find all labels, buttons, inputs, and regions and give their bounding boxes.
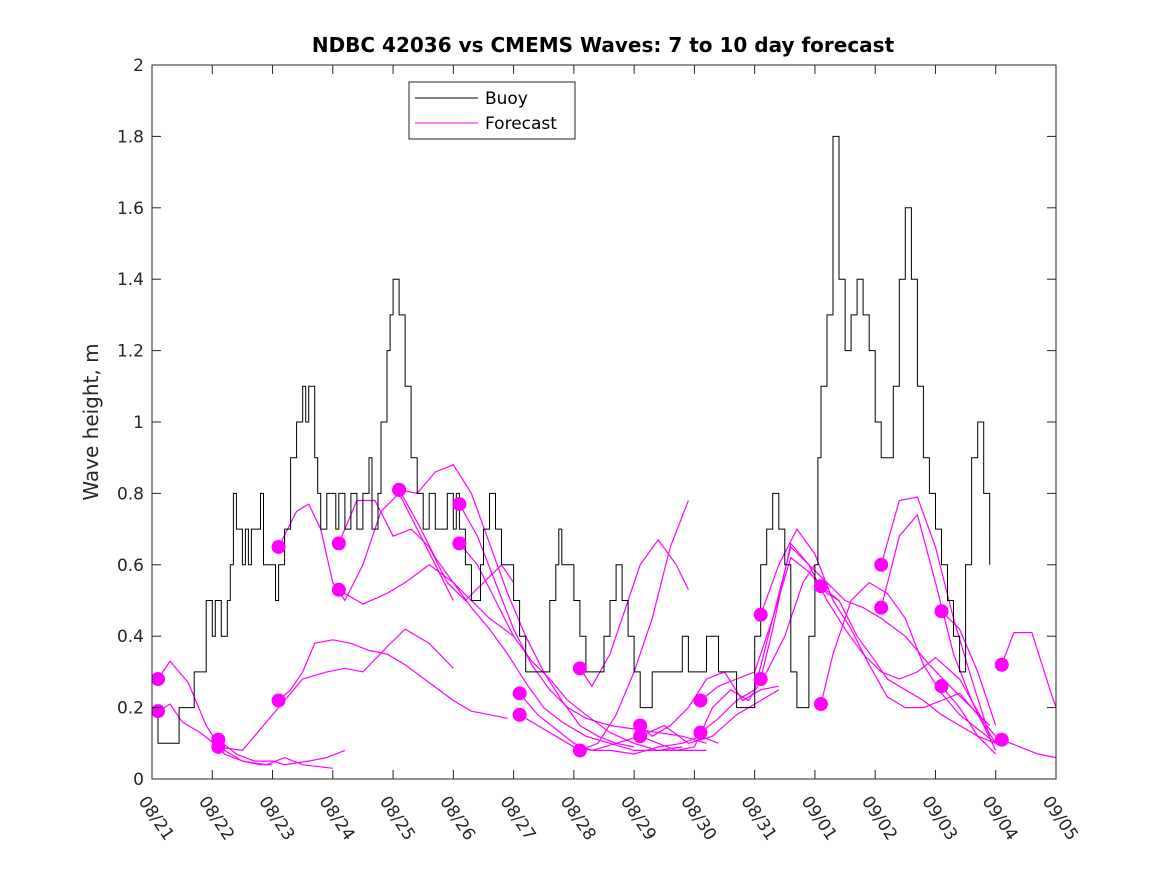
forecast-start-marker (693, 693, 708, 708)
forecast-start-marker (152, 704, 166, 719)
forecast-start-marker (994, 657, 1009, 672)
forecast-line (820, 585, 996, 744)
y-axis-label: Wave height, m (79, 343, 103, 500)
x-tick-label: 08/29 (616, 793, 660, 845)
forecast-start-marker (934, 604, 949, 619)
y-tick-label: 1.8 (117, 127, 144, 147)
forecast-line (941, 685, 997, 755)
forecast-line (398, 489, 683, 752)
forecast-start-marker (934, 679, 949, 694)
forecast-line (217, 739, 346, 766)
x-tick-label: 08/31 (737, 793, 781, 845)
x-tick-label: 09/04 (978, 793, 1022, 845)
y-tick-label: 1.4 (117, 270, 144, 290)
forecast-series-group (152, 135, 1056, 769)
x-tick-label: 09/02 (857, 793, 901, 845)
forecast-line (519, 692, 719, 755)
forecast-line (1001, 739, 1056, 759)
y-tick-label: 1.6 (117, 199, 144, 219)
x-tick-label: 08/23 (254, 793, 298, 845)
y-tick-label: 1 (133, 413, 144, 433)
legend: Buoy Forecast (408, 81, 576, 140)
forecast-line (579, 500, 689, 751)
forecast-line (820, 581, 997, 744)
y-tick-label: 0.2 (117, 699, 144, 719)
forecast-line (218, 628, 454, 752)
forecast-start-marker (452, 497, 467, 512)
forecast-start-marker (211, 739, 226, 754)
forecast-start-marker (512, 686, 527, 701)
forecast-line (278, 492, 454, 602)
y-tick-label: 0.4 (117, 627, 144, 647)
forecast-start-marker (512, 707, 527, 722)
x-tick-label: 08/26 (435, 793, 479, 845)
forecast-line (760, 542, 997, 737)
forecast-start-marker (392, 482, 407, 497)
legend-buoy-label: Buoy (485, 89, 528, 109)
forecast-start-marker (633, 729, 648, 744)
forecast-line (278, 639, 508, 719)
x-tick-label: 08/21 (134, 793, 178, 845)
x-tick-label: 08/30 (676, 793, 720, 845)
x-tick-label: 09/05 (1038, 793, 1082, 845)
x-tick-label: 08/24 (315, 793, 359, 845)
forecast-start-marker (753, 607, 768, 622)
forecast-line (338, 564, 514, 637)
legend-forecast-label: Forecast (485, 114, 557, 134)
y-tick-label: 0.6 (117, 556, 144, 576)
chart-title: NDBC 42036 vs CMEMS Waves: 7 to 10 day f… (312, 33, 895, 57)
forecast-line (700, 545, 991, 734)
forecast-line (880, 496, 991, 737)
forecast-start-marker (813, 579, 828, 594)
forecast-start-marker (874, 600, 889, 615)
forecast-line (941, 610, 997, 726)
forecast-line (338, 499, 515, 602)
forecast-start-marker (994, 732, 1009, 747)
legend-box (408, 81, 576, 140)
forecast-start-marker (331, 536, 346, 551)
forecast-line (157, 703, 333, 769)
forecast-start-marker (753, 672, 768, 687)
x-tick-label: 08/25 (375, 793, 419, 845)
forecast-line (760, 527, 997, 744)
forecast-start-marker (271, 539, 286, 554)
buoy-line (152, 135, 991, 744)
forecast-start-marker (693, 725, 708, 740)
y-tick-label: 1.2 (117, 342, 144, 362)
forecast-line (880, 513, 997, 751)
forecast-start-marker (813, 697, 828, 712)
y-tick-label: 0 (133, 770, 144, 790)
forecast-line (458, 543, 707, 752)
x-tick-label: 09/01 (797, 793, 841, 845)
forecast-line (1001, 631, 1056, 708)
forecast-start-marker (152, 672, 166, 687)
forecast-start-marker (572, 743, 587, 758)
forecast-start-marker (271, 693, 286, 708)
x-tick-label: 08/27 (495, 793, 539, 845)
x-tick-label: 08/22 (194, 793, 238, 845)
y-tick-label: 0.8 (117, 484, 144, 504)
forecast-start-marker (633, 718, 648, 733)
y-tick-label: 2 (133, 56, 144, 76)
forecast-start-marker (452, 536, 467, 551)
forecast-line (398, 464, 635, 748)
forecast-start-marker (331, 582, 346, 597)
x-tick-label: 08/28 (556, 793, 600, 845)
y-axis: 0 0.2 0.4 0.6 0.8 1 1.2 1.4 1.6 1.8 2 (117, 56, 1056, 790)
plot-area (152, 135, 1056, 769)
forecast-start-marker (572, 661, 587, 676)
forecast-line (579, 538, 689, 688)
forecast-start-marker (874, 557, 889, 572)
x-tick-label: 09/03 (917, 793, 961, 845)
